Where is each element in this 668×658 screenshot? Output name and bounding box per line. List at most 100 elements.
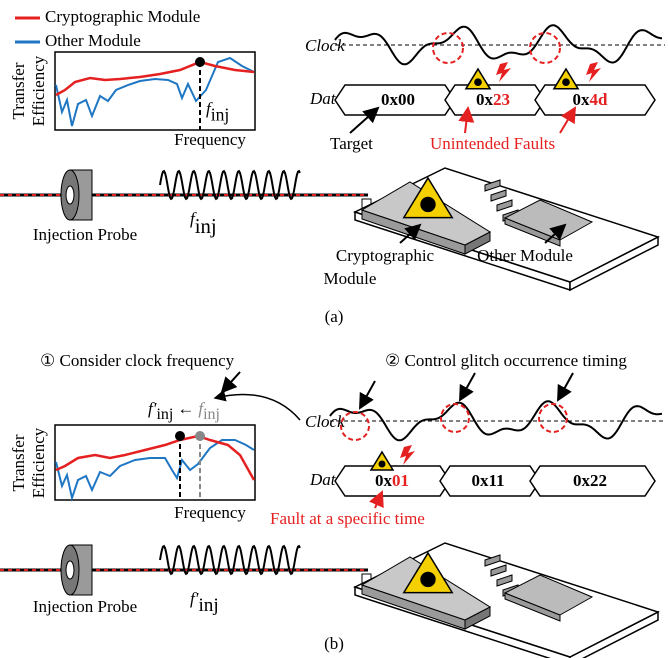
skull [562, 78, 570, 87]
marker-dot [195, 57, 205, 67]
label: Cryptographic [336, 246, 435, 265]
curve [55, 60, 255, 97]
chip-pin [496, 199, 513, 212]
glitch-mark [340, 411, 370, 441]
y-line: Transfer [9, 434, 28, 491]
data-word [529, 465, 656, 497]
freq-base: f′ [190, 589, 199, 608]
probe-hole [65, 185, 75, 205]
chip-pin [490, 189, 507, 202]
freq-shift: f′inj ← finj [148, 399, 220, 423]
data-prefix: 0x [375, 471, 393, 490]
label: Injection Probe [33, 597, 137, 616]
label: ① Consider clock frequency [40, 351, 235, 370]
curve [55, 439, 255, 502]
lightning [586, 62, 601, 82]
data-fault: 23 [493, 90, 510, 109]
freq-sub: inj [198, 596, 218, 617]
freq-sub: inj [203, 406, 220, 423]
label: ② Control glitch occurrence timing [385, 351, 627, 370]
chip-pin [496, 574, 513, 587]
freq-arrow: ← [177, 399, 194, 418]
lightning [496, 62, 511, 82]
data-prefix: 0x11 [471, 471, 504, 490]
data-prefix: 0x [476, 90, 494, 109]
label: Module [324, 269, 377, 288]
label: Data [309, 89, 344, 108]
y-line: Efficiency [29, 427, 48, 498]
data-value: 0x01 [375, 471, 409, 490]
data-value: 0x23 [476, 90, 510, 109]
data-prefix: 0x00 [381, 90, 415, 109]
skull [420, 196, 436, 213]
arrow [349, 106, 380, 134]
chip-pin [484, 179, 501, 192]
label: Fault at a specific time [270, 509, 425, 528]
data-value: 0x00 [381, 90, 415, 109]
injected-wave [159, 544, 301, 576]
arrow [544, 223, 567, 244]
glitch-mark [538, 403, 568, 433]
label: Frequency [174, 130, 246, 149]
curved-arrow [213, 389, 301, 421]
label: Clock [305, 412, 345, 431]
freq-base: f [206, 99, 213, 118]
arrow [458, 106, 475, 134]
skull [378, 460, 386, 468]
chip-pin [484, 554, 501, 567]
label: Cryptographic Module [45, 7, 200, 26]
freq-label: finj [206, 99, 229, 125]
data-fault: 4d [590, 90, 609, 109]
y-line: Transfer [9, 62, 28, 119]
freq-label: finj [190, 209, 217, 238]
glitch-mark [440, 403, 470, 433]
label: Target [330, 134, 373, 153]
y-axis-label: TransferEfficiency [9, 427, 48, 498]
clock-wave [334, 24, 662, 66]
arrow [559, 106, 577, 134]
arrow [369, 490, 384, 509]
other-chip [503, 199, 594, 241]
label: (b) [324, 634, 344, 653]
probe-hole [65, 560, 75, 580]
freq-base: f [190, 209, 197, 228]
label: Data [309, 470, 344, 489]
glitch-mark [432, 32, 464, 64]
curve [55, 434, 256, 481]
data-prefix: 0x [573, 90, 591, 109]
curve [55, 56, 255, 127]
y-axis-label: TransferEfficiency [9, 55, 48, 126]
arrow [359, 380, 376, 410]
chip-pin [490, 564, 507, 577]
marker-dot [195, 431, 205, 441]
label: Injection Probe [33, 225, 137, 244]
plot-frame [54, 424, 256, 501]
glitch-mark [529, 32, 561, 64]
label: (a) [325, 307, 344, 326]
skull [420, 571, 436, 588]
data-fault: 01 [392, 471, 409, 490]
freq-sub: inj [211, 105, 230, 125]
data-value: 0x22 [573, 471, 607, 490]
data-value: 0x11 [471, 471, 504, 490]
arrow [220, 371, 241, 394]
freq-base: f [198, 399, 205, 418]
other-chip [503, 574, 594, 616]
freq-base: f′ [148, 399, 157, 418]
skull [474, 78, 482, 87]
arrow [557, 372, 574, 402]
data-prefix: 0x22 [573, 471, 607, 490]
marker-dot [175, 431, 185, 441]
injected-wave [159, 169, 301, 201]
clock-wave [329, 400, 663, 442]
label: Clock [305, 36, 345, 55]
label: Other Module [477, 246, 573, 265]
freq-sub: inj [195, 215, 217, 238]
label: Frequency [174, 503, 246, 522]
label: Unintended Faults [430, 134, 555, 153]
data-value: 0x4d [573, 90, 609, 109]
lightning [400, 445, 415, 465]
y-line: Efficiency [29, 55, 48, 126]
arrow [399, 223, 422, 244]
